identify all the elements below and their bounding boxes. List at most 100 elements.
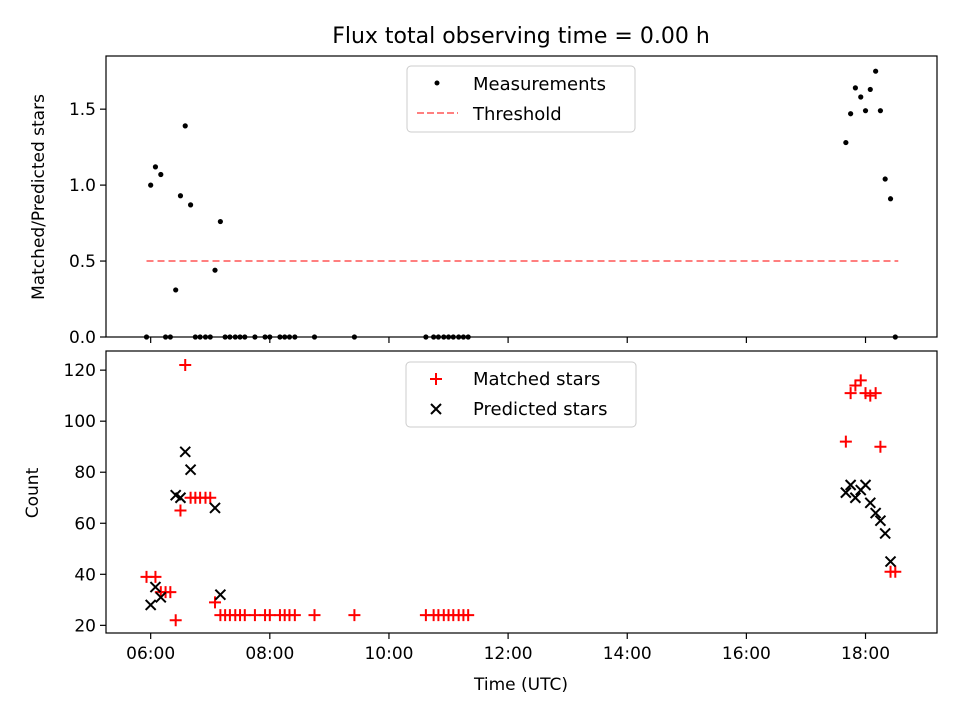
x-axis-label: Time (UTC) bbox=[473, 675, 568, 695]
y-tick-label: 0.0 bbox=[69, 328, 96, 348]
count-panel-x-ticks: 06:00 08:00 10:00 12:00 14:00 16:00 18:00 bbox=[126, 633, 890, 664]
matched-stars-point bbox=[209, 596, 222, 609]
matched-stars-point bbox=[149, 570, 162, 583]
legend-measurements-marker bbox=[434, 80, 440, 86]
predicted-stars-point bbox=[155, 591, 167, 603]
predicted-stars-point bbox=[214, 589, 227, 601]
x-tick-label: 06:00 bbox=[126, 644, 175, 664]
matched-stars-point bbox=[174, 504, 187, 517]
y-tick-label: 40 bbox=[74, 565, 96, 585]
x-tick-label: 18:00 bbox=[841, 644, 890, 664]
count-panel-legend: Matched stars Predicted stars bbox=[405, 361, 637, 428]
matched-stars-point bbox=[348, 609, 361, 622]
matched-stars-point bbox=[204, 491, 217, 504]
measurements-point bbox=[182, 123, 188, 129]
y-tick-label: 1.0 bbox=[69, 176, 96, 196]
legend-predicted-stars-marker bbox=[430, 403, 442, 415]
predicted-stars-point bbox=[174, 492, 187, 504]
measurements-point bbox=[152, 164, 159, 170]
predicted-stars-point bbox=[840, 486, 852, 499]
predicted-stars-point bbox=[874, 515, 887, 527]
matched-stars-point bbox=[839, 435, 852, 448]
ratio-panel-y-ticks: 0.0 0.5 1.0 1.5 bbox=[69, 100, 106, 348]
measurements-point bbox=[862, 108, 869, 114]
measurements-point bbox=[858, 94, 864, 100]
measurements-point bbox=[873, 68, 879, 74]
matched-stars-point bbox=[864, 389, 877, 402]
measurements-point bbox=[177, 193, 184, 199]
predicted-stars-point bbox=[144, 599, 157, 611]
predicted-stars-point bbox=[179, 446, 191, 458]
predicted-stars-point bbox=[209, 502, 221, 514]
matched-stars-point bbox=[169, 614, 182, 627]
count-panel-y-axis-label: Count bbox=[23, 467, 43, 518]
legend-matched-stars-label: Matched stars bbox=[473, 369, 600, 390]
chart-title: Flux total observing time = 0.00 h bbox=[332, 24, 710, 49]
y-tick-label: 1.5 bbox=[69, 100, 96, 120]
count-panel-frame bbox=[105, 350, 938, 634]
predicted-stars-point bbox=[184, 463, 197, 476]
measurements-point bbox=[148, 182, 154, 188]
matched-stars-point bbox=[889, 565, 902, 578]
y-tick-label: 60 bbox=[74, 514, 96, 534]
measurements-point bbox=[212, 267, 218, 273]
predicted-stars-point bbox=[859, 479, 872, 491]
x-tick-label: 12:00 bbox=[484, 644, 533, 664]
predicted-stars-point bbox=[869, 507, 882, 519]
predicted-stars-point bbox=[879, 527, 891, 540]
count-panel-y-ticks: 20 40 60 80 100 120 bbox=[64, 361, 106, 636]
ratio-panel: 0.0 0.5 1.0 1.5 Matched/Predicted stars Mea… bbox=[29, 55, 938, 348]
measurements-point bbox=[217, 218, 223, 225]
y-tick-label: 20 bbox=[74, 616, 96, 636]
predicted-stars-point bbox=[849, 492, 862, 504]
ratio-panel-x-ticks bbox=[150, 337, 867, 343]
matched-stars-point bbox=[869, 387, 882, 400]
x-tick-label: 16:00 bbox=[722, 644, 771, 664]
y-tick-label: 0.5 bbox=[69, 252, 96, 272]
matched-stars-point bbox=[164, 586, 177, 599]
ratio-panel-legend: Measurements Threshold bbox=[406, 65, 636, 133]
matched-stars-point bbox=[849, 379, 862, 392]
predicted-stars-point bbox=[864, 497, 876, 509]
count-panel: 20 40 60 80 100 120 06:00 08:00 10:00 12:00 14:00… bbox=[23, 350, 938, 664]
matched-stars-point bbox=[462, 609, 475, 622]
measurements-point bbox=[843, 139, 849, 146]
matched-stars-point bbox=[238, 609, 251, 622]
measurements-point bbox=[158, 171, 164, 178]
legend-measurements-label: Measurements bbox=[473, 74, 606, 95]
measurements-point bbox=[848, 111, 854, 117]
x-tick-label: 14:00 bbox=[603, 644, 652, 664]
measurements-point bbox=[882, 176, 888, 182]
ratio-panel-frame bbox=[105, 55, 938, 338]
matched-stars-point bbox=[248, 609, 261, 622]
matched-stars-point bbox=[179, 359, 192, 372]
measurements-point bbox=[852, 85, 858, 91]
ratio-panel-y-axis-label: Matched/Predicted stars bbox=[29, 94, 49, 300]
predicted-stars-point bbox=[844, 479, 857, 491]
legend-matched-stars-marker bbox=[430, 373, 442, 385]
measurements-point bbox=[187, 202, 194, 208]
measurements-point bbox=[173, 287, 179, 293]
y-tick-label: 100 bbox=[64, 412, 96, 432]
matched-stars-point bbox=[844, 387, 857, 400]
matched-stars-point bbox=[288, 609, 301, 622]
measurements-point bbox=[877, 108, 884, 114]
matched-stars-point bbox=[263, 609, 276, 622]
legend-predicted-stars-label: Predicted stars bbox=[473, 399, 607, 420]
measurements-point bbox=[867, 86, 873, 93]
matched-stars-point bbox=[874, 440, 887, 453]
legend-threshold-label: Threshold bbox=[472, 104, 562, 125]
ratio-legend-frame bbox=[406, 65, 636, 133]
measurements-point bbox=[887, 196, 894, 202]
x-tick-label: 10:00 bbox=[364, 644, 413, 664]
predicted-stars-point bbox=[884, 555, 897, 568]
x-tick-label: 08:00 bbox=[245, 644, 294, 664]
count-panel-marks bbox=[140, 359, 902, 627]
count-legend-frame bbox=[405, 361, 637, 428]
predicted-stars-point bbox=[149, 581, 162, 593]
matched-stars-point bbox=[854, 374, 867, 387]
y-tick-label: 80 bbox=[74, 463, 96, 483]
matched-stars-point bbox=[308, 609, 321, 622]
y-tick-label: 120 bbox=[64, 361, 96, 381]
